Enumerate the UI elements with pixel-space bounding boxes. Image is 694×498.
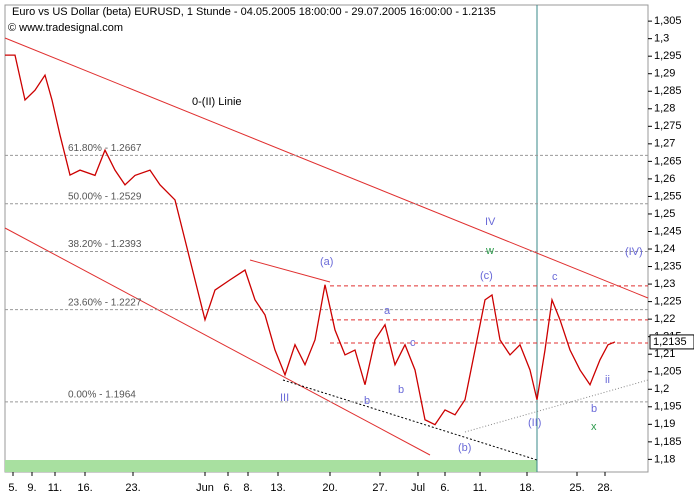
y-tick-label: 1,3 — [654, 33, 669, 45]
y-tick-label: 1,235 — [654, 260, 682, 272]
wave-label: (II) — [528, 417, 541, 429]
wave-label: (c) — [480, 270, 493, 282]
y-tick-label: 1,255 — [654, 190, 682, 202]
y-tick-label: 1,285 — [654, 85, 682, 97]
trend-line — [249, 259, 331, 283]
y-tick-label: 1,18 — [654, 453, 675, 465]
y-tick-label: 1,26 — [654, 173, 675, 185]
x-tick-label: 25. — [569, 482, 584, 494]
y-tick-label: 1,22 — [654, 313, 675, 325]
y-tick-label: 1,19 — [654, 418, 675, 430]
price-label: 1,2135 — [653, 336, 687, 348]
price-line — [5, 54, 616, 426]
y-tick-label: 1,265 — [654, 155, 682, 167]
x-tick-label: 28. — [597, 482, 612, 494]
y-tick-label: 1,27 — [654, 138, 675, 150]
fib-label: 38.20% - 1.2393 — [68, 239, 142, 250]
x-tick-label: 27. — [372, 482, 387, 494]
wave-label: (a) — [320, 256, 333, 268]
wave-label: ii — [605, 374, 610, 386]
y-tick-label: 1,225 — [654, 296, 682, 308]
price-box — [649, 334, 694, 350]
y-tick-label: 1,23 — [654, 278, 675, 290]
x-tick-label: 8. — [243, 482, 252, 494]
x-tick-label: Jul — [411, 482, 425, 494]
x-tick-label: 6. — [440, 482, 449, 494]
y-tick-label: 1,25 — [654, 208, 675, 220]
wave-label: b — [398, 384, 404, 396]
trend-line — [4, 37, 649, 299]
y-tick-label: 1,195 — [654, 401, 682, 413]
x-tick-label: 9. — [27, 482, 36, 494]
fib-label: 0.00% - 1.1964 — [68, 390, 136, 401]
y-tick-label: 1,2 — [654, 383, 669, 395]
x-tick-label: 16. — [77, 482, 92, 494]
x-tick-label: 18. — [519, 482, 534, 494]
fib-label: 61.80% - 1.2667 — [68, 143, 142, 154]
wave-label: (IV) — [625, 246, 643, 258]
y-tick-label: 1,185 — [654, 436, 682, 448]
wave-label: b — [591, 403, 597, 415]
y-tick-label: 1,245 — [654, 225, 682, 237]
y-tick-label: 1,275 — [654, 120, 682, 132]
wave-label: a — [384, 305, 391, 317]
wave-label: III — [280, 392, 289, 404]
y-tick-label: 1,21 — [654, 348, 675, 360]
wave-label: (b) — [458, 442, 471, 454]
x-tick-label: 20. — [322, 482, 337, 494]
wave-label: c — [410, 337, 416, 349]
wave-label: 0-(II) Linie — [192, 96, 242, 108]
trend-line — [4, 227, 431, 456]
x-tick-label: Jun — [196, 482, 214, 494]
y-tick-label: 1,29 — [654, 68, 675, 80]
y-tick-label: 1,28 — [654, 103, 675, 115]
subtitle: © www.tradesignal.com — [8, 22, 123, 34]
x-tick-label: 13. — [270, 482, 285, 494]
trend-line — [282, 379, 538, 461]
chart-title: Euro vs US Dollar (beta) EURUSD, 1 Stund… — [12, 6, 496, 18]
y-tick-label: 1,305 — [654, 15, 682, 27]
status-bar — [5, 460, 537, 472]
wave-label: IV — [485, 216, 496, 228]
y-tick-label: 1,205 — [654, 366, 682, 378]
wave-label: c — [552, 271, 558, 283]
fib-label: 50.00% - 1.2529 — [68, 191, 142, 202]
x-tick-label: 23. — [125, 482, 140, 494]
x-tick-label: 5. — [8, 482, 17, 494]
x-tick-label: 11. — [48, 482, 62, 494]
y-tick-label: 1,24 — [654, 243, 675, 255]
wave-label: b — [364, 395, 370, 407]
fib-label: 23.60% - 1.2227 — [68, 297, 142, 308]
x-tick-label: 6. — [223, 482, 232, 494]
wave-label: x — [591, 421, 597, 433]
wave-label: w — [485, 245, 494, 257]
x-tick-label: 11. — [473, 482, 487, 494]
y-tick-label: 1,295 — [654, 50, 682, 62]
